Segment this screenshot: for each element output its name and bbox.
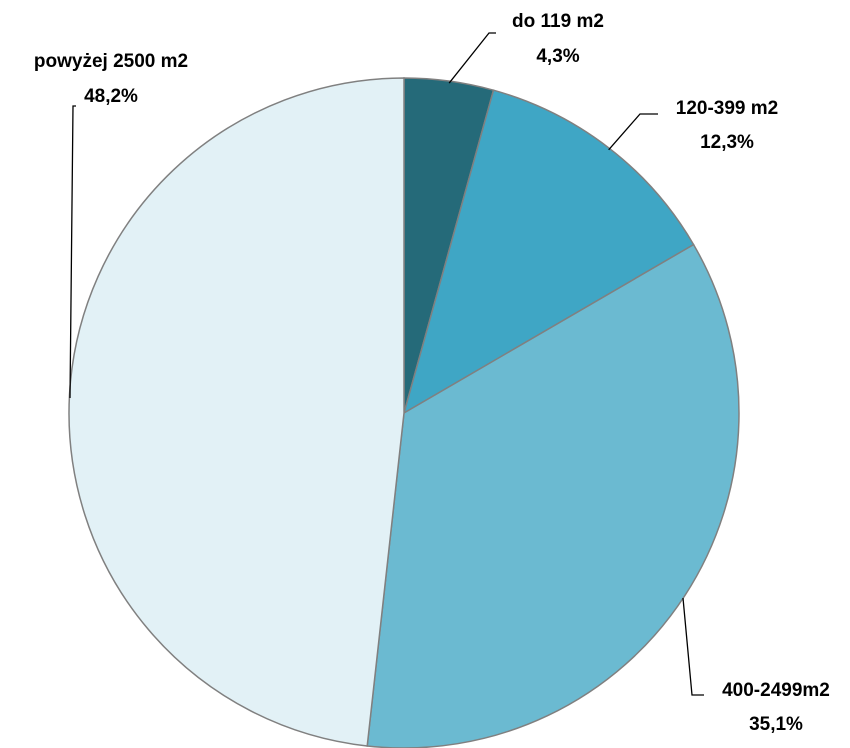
- slice-400-2499: [366, 243, 740, 748]
- leader-line-do-119: [448, 32, 496, 84]
- slice-label-400-2499: 400-2499m2 35,1%: [722, 680, 830, 735]
- slice-label-powyzej-2500: powyżej 2500 m2 48,2%: [34, 51, 188, 107]
- slice-percent-powyzej-2500: 48,2%: [84, 86, 138, 107]
- leader-lines: [69, 32, 704, 696]
- leader-line-120-399: [608, 113, 658, 151]
- slice-percent-do-119: 4,3%: [536, 46, 579, 67]
- slice-powyzej-2500: [68, 77, 405, 747]
- leader-line-powyzej-2500: [69, 105, 76, 399]
- slice-percent-120-399: 12,3%: [700, 132, 754, 153]
- slice-name-powyzej-2500: powyżej 2500 m2: [34, 51, 188, 72]
- leader-line-400-2499: [682, 597, 704, 696]
- slice-name-do-119: do 119 m2: [512, 11, 604, 32]
- pie-slices: [68, 77, 740, 748]
- slice-percent-400-2499: 35,1%: [749, 714, 803, 735]
- slice-label-do-119: do 119 m2 4,3%: [512, 11, 604, 67]
- slice-name-400-2499: 400-2499m2: [722, 680, 830, 701]
- slice-name-120-399: 120-399 m2: [676, 98, 778, 119]
- slice-label-120-399: 120-399 m2 12,3%: [676, 98, 778, 153]
- slice-120-399: [402, 89, 695, 415]
